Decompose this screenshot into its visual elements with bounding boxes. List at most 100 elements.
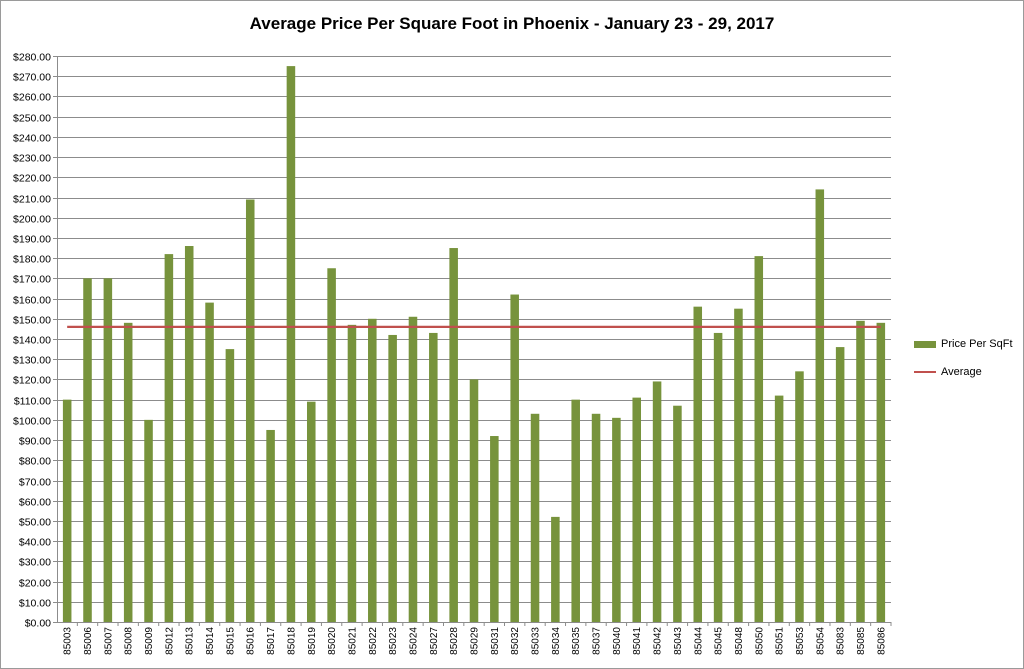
x-tick-label: 85023 [388, 627, 399, 655]
x-tick-label: 85033 [531, 627, 542, 655]
bar-85037 [591, 413, 601, 622]
x-tick-label: 85008 [124, 627, 135, 655]
bar-85086 [876, 322, 886, 622]
y-tick-label: $210.00 [13, 194, 51, 206]
x-tick-label: 85029 [470, 627, 481, 655]
x-tick-label: 85015 [225, 627, 236, 655]
x-tick-label: 85083 [836, 627, 847, 655]
bar-85020 [327, 268, 336, 622]
bar-85006 [83, 278, 92, 622]
x-tick-label: 85040 [612, 627, 623, 655]
y-tick-label: $60.00 [19, 497, 51, 509]
legend-item-average: Average [914, 362, 1013, 382]
x-tick-label: 85031 [490, 627, 501, 655]
x-tick-label: 85027 [429, 627, 440, 655]
bar-85048 [734, 308, 743, 622]
legend-swatch-price [914, 340, 936, 348]
x-tick-label: 85022 [368, 627, 379, 655]
bar-85051 [774, 395, 784, 622]
y-tick-label: $120.00 [13, 375, 51, 387]
x-tick-label: 85048 [734, 627, 745, 655]
bar-85032 [510, 294, 519, 622]
bar-85034 [551, 516, 560, 622]
bar-85012 [164, 254, 174, 622]
y-tick-label: $20.00 [19, 578, 51, 590]
y-tick-label: $140.00 [13, 335, 51, 347]
y-tick-label: $240.00 [13, 133, 51, 145]
x-tick-label: 85024 [408, 627, 419, 655]
bar-85043 [673, 405, 682, 622]
y-tick-label: $230.00 [13, 153, 51, 165]
x-tick-label: 85053 [795, 627, 806, 655]
bar-85028 [449, 248, 458, 623]
y-tick-label: $280.00 [13, 52, 51, 64]
y-tick-label: $170.00 [13, 274, 51, 286]
x-tick-label: 85007 [103, 627, 114, 655]
bar-85054 [815, 189, 825, 622]
y-tick-label: $90.00 [19, 436, 51, 448]
bar-85053 [795, 371, 804, 622]
bar-85016 [245, 199, 255, 622]
x-tick-label: 85043 [673, 627, 684, 655]
bar-85008 [123, 322, 133, 622]
bar-85085 [856, 320, 865, 622]
x-tick-label: 85042 [653, 627, 664, 655]
y-tick-label: $10.00 [19, 598, 51, 610]
bar-85042 [652, 381, 662, 622]
y-tick-label: $100.00 [13, 416, 51, 428]
x-tick-label: 85021 [347, 627, 358, 655]
bar-85023 [388, 334, 397, 622]
bar-85018 [286, 66, 296, 623]
y-tick-label: $110.00 [14, 396, 51, 408]
x-tick-label: 85054 [815, 627, 826, 655]
x-tick-label: 85018 [286, 627, 297, 655]
bar-85033 [530, 413, 540, 622]
bar-85022 [368, 318, 377, 622]
x-tick-label: 85028 [449, 627, 460, 655]
x-tick-label: 85006 [83, 627, 94, 655]
y-tick-label: $180.00 [13, 254, 51, 266]
y-tick-label: $30.00 [19, 557, 51, 569]
y-tick-label: $200.00 [13, 214, 51, 226]
x-tick-label: 85041 [632, 627, 643, 655]
x-tick-label: 85009 [144, 627, 155, 655]
y-tick-label: $40.00 [19, 537, 51, 549]
y-tick-label: $260.00 [13, 92, 51, 104]
x-tick-label: 85086 [876, 627, 887, 655]
bar-85044 [693, 306, 703, 622]
x-tick-label: 85034 [551, 627, 562, 655]
bar-85035 [571, 399, 580, 622]
x-tick-label: 85050 [754, 627, 765, 655]
legend: Price Per SqFt Average [914, 334, 1013, 390]
y-tick-label: $190.00 [13, 234, 51, 246]
bar-85027 [429, 332, 438, 622]
bar-85015 [225, 349, 235, 622]
y-tick-label: $160.00 [13, 295, 51, 307]
x-tick-label: 85037 [592, 627, 603, 655]
x-tick-label: 85003 [63, 627, 74, 655]
x-tick-label: 85012 [164, 627, 175, 655]
x-tick-label: 85016 [246, 627, 257, 655]
legend-item-price: Price Per SqFt [914, 334, 1013, 354]
bar-85040 [612, 417, 621, 622]
bar-85009 [144, 419, 153, 622]
y-tick-label: $50.00 [19, 517, 51, 529]
legend-label-price: Price Per SqFt [941, 338, 1013, 350]
y-tick-label: $270.00 [13, 72, 51, 84]
x-tick-label: 85035 [571, 627, 582, 655]
bar-85045 [713, 332, 723, 622]
y-tick-label: $130.00 [13, 355, 51, 367]
bar-85017 [266, 429, 275, 622]
bar-85083 [835, 347, 845, 622]
x-tick-label: 85085 [856, 627, 867, 655]
y-tick-label: $150.00 [13, 315, 51, 327]
x-tick-label: 85032 [510, 627, 521, 655]
bar-85013 [184, 246, 194, 622]
bar-85021 [347, 324, 357, 622]
bar-85007 [103, 278, 113, 622]
bar-85014 [205, 302, 214, 622]
bar-85024 [408, 316, 418, 622]
y-tick-label: $220.00 [13, 173, 51, 185]
y-tick-label: $0.00 [25, 618, 51, 630]
